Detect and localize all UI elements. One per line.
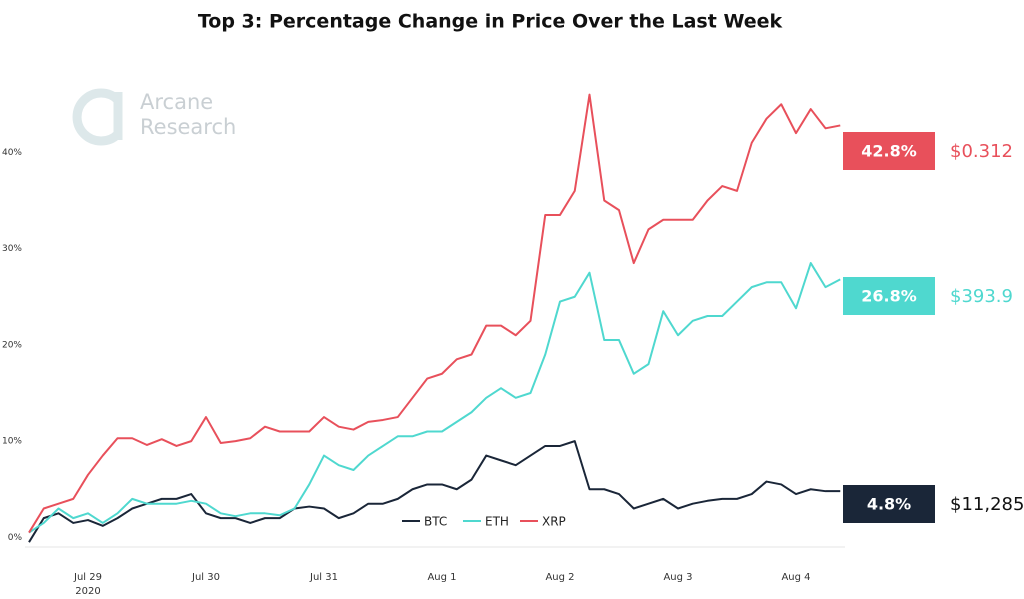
y-tick-label: 30%: [2, 244, 22, 254]
logo-arc: [72, 88, 122, 146]
y-tick-label: 20%: [2, 340, 22, 350]
price-label: $0.312: [950, 141, 1013, 162]
series-line: [28, 93, 841, 534]
watermark-text: Research: [140, 115, 236, 139]
y-tick-label: 0%: [8, 533, 23, 543]
legend-label: XRP: [542, 515, 566, 529]
end-label: 42.8%: [861, 142, 917, 161]
x-tick-label: Aug 2: [545, 572, 574, 583]
end-label-box: [843, 485, 935, 523]
price-label: $393.9: [950, 286, 1013, 307]
x-tick-label: Aug 1: [427, 572, 456, 583]
chart-title: Top 3: Percentage Change in Price Over t…: [198, 11, 783, 33]
y-tick-label: 40%: [2, 148, 22, 158]
x-year-label: 2020: [75, 586, 100, 597]
end-label-box: [843, 132, 935, 170]
x-tick-label: Jul 30: [191, 572, 220, 583]
x-tick-label: Jul 31: [309, 572, 338, 583]
end-label: 4.8%: [867, 495, 911, 514]
x-tick-label: Aug 3: [663, 572, 692, 583]
series-line: [28, 262, 841, 534]
end-label-box: [843, 277, 935, 315]
end-label: 26.8%: [861, 287, 917, 306]
legend-label: ETH: [485, 515, 509, 529]
watermark-logo: [72, 88, 123, 146]
series-line: [28, 440, 841, 543]
legend-label: BTC: [424, 515, 447, 529]
watermark-text: Arcane: [140, 90, 213, 114]
price-label: $11,285: [950, 494, 1024, 515]
x-tick-label: Aug 4: [781, 572, 810, 583]
y-tick-label: 10%: [2, 437, 22, 447]
x-tick-label: Jul 29: [73, 572, 102, 583]
